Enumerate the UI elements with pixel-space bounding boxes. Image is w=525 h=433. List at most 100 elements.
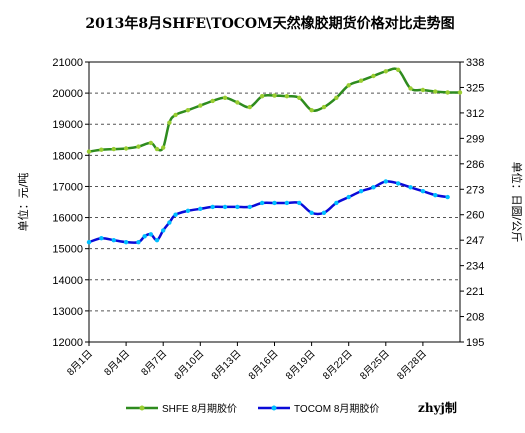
data-point-tocom	[346, 194, 351, 200]
data-point-shfe	[111, 146, 116, 152]
data-point-tocom	[358, 189, 364, 194]
data-point-shfe	[167, 120, 172, 125]
data-point-shfe	[247, 104, 252, 110]
x-tick-label: 8月1日	[65, 348, 95, 378]
data-point-shfe	[272, 93, 277, 98]
data-point-tocom	[210, 204, 215, 210]
legend: SHFE 8月期胶价 TOCOM 8月期胶价	[126, 402, 379, 415]
data-point-tocom	[284, 200, 290, 206]
data-point-tocom	[321, 210, 327, 215]
left-axis-ticks: 12000 13000 14000 15000 16000 17000 18000 19000…	[52, 57, 89, 349]
left-tick-label: 21000	[52, 57, 83, 69]
data-point-shfe	[358, 78, 364, 83]
data-point-tocom	[334, 200, 339, 206]
right-tick-label: 260	[466, 210, 484, 222]
data-point-tocom	[148, 232, 154, 237]
data-point-shfe	[383, 69, 388, 74]
data-point-shfe	[408, 86, 413, 91]
data-point-shfe	[433, 89, 438, 94]
x-tick-label: 8月13日	[209, 348, 243, 382]
chart-title: 2013年8月SHFE\TOCOM天然橡胶期货价格对比走势图	[85, 15, 454, 32]
gridlines	[89, 92, 460, 312]
legend-tocom-marker	[271, 405, 277, 411]
data-point-tocom	[185, 208, 191, 214]
data-point-shfe	[161, 145, 166, 150]
left-tick-label: 18000	[52, 150, 83, 162]
data-point-tocom	[309, 210, 314, 215]
data-point-shfe	[321, 104, 327, 110]
x-tick-label: 8月10日	[172, 348, 206, 382]
data-point-shfe	[154, 146, 160, 152]
x-tick-label: 8月4日	[102, 348, 132, 378]
legend-tocom-label: TOCOM 8月期胶价	[294, 402, 379, 415]
data-point-shfe	[86, 149, 92, 154]
data-point-shfe	[173, 112, 178, 118]
series-layer	[86, 67, 463, 245]
data-point-tocom	[198, 206, 203, 212]
x-tick-label: 8月16日	[246, 348, 280, 382]
right-tick-label: 273	[466, 184, 484, 196]
data-point-tocom	[433, 192, 438, 198]
data-point-shfe	[222, 95, 228, 100]
data-point-shfe	[309, 108, 314, 113]
right-axis-label: 单位：日圆/公斤	[510, 162, 524, 243]
right-tick-label: 221	[466, 286, 484, 298]
data-point-tocom	[142, 234, 147, 239]
right-axis-ticks: 195 208 221 234 247 260 273 286 299 312 325 338	[460, 57, 484, 349]
right-tick-label: 286	[466, 159, 484, 171]
left-tick-label: 13000	[52, 306, 83, 318]
right-tick-label: 195	[466, 337, 484, 349]
data-point-shfe	[420, 87, 426, 93]
data-point-tocom	[167, 220, 172, 225]
x-tick-label: 8月25日	[357, 348, 391, 382]
data-point-shfe	[235, 100, 240, 105]
credit-label: zhyj制	[418, 400, 457, 415]
data-point-shfe	[210, 98, 215, 104]
data-point-tocom	[154, 237, 160, 243]
data-point-tocom	[408, 185, 413, 190]
data-point-shfe	[346, 83, 351, 88]
data-point-tocom	[297, 200, 302, 206]
data-point-tocom	[235, 204, 240, 210]
x-tick-label: 8月28日	[395, 348, 429, 382]
left-tick-label: 16000	[52, 213, 83, 225]
data-point-shfe	[371, 73, 376, 79]
right-tick-label: 312	[466, 108, 484, 120]
data-point-tocom	[247, 204, 252, 210]
data-point-tocom	[420, 189, 426, 194]
right-tick-label: 299	[466, 133, 484, 145]
data-point-tocom	[383, 179, 388, 184]
right-tick-label: 208	[466, 312, 484, 324]
x-tick-label: 8月19日	[283, 348, 317, 382]
left-tick-label: 14000	[52, 275, 83, 287]
data-point-tocom	[371, 185, 376, 190]
data-point-tocom	[259, 200, 265, 206]
left-tick-label: 19000	[52, 119, 83, 131]
data-point-tocom	[123, 239, 129, 245]
data-point-shfe	[284, 94, 290, 99]
legend-shfe-marker	[139, 405, 145, 411]
data-point-tocom	[111, 237, 116, 243]
legend-shfe-label: SHFE 8月期胶价	[162, 402, 237, 415]
x-tick-label: 8月7日	[139, 348, 169, 378]
data-point-shfe	[198, 103, 203, 108]
data-point-tocom	[445, 194, 450, 200]
data-point-shfe	[148, 140, 154, 146]
right-tick-label: 234	[466, 261, 484, 273]
data-point-tocom	[161, 228, 166, 233]
data-point-shfe	[334, 95, 339, 100]
data-point-tocom	[272, 200, 277, 206]
data-point-shfe	[445, 90, 450, 95]
data-point-shfe	[123, 146, 129, 151]
right-tick-label: 247	[466, 235, 484, 247]
data-point-shfe	[297, 95, 302, 100]
data-point-shfe	[136, 144, 141, 149]
x-tick-label: 8月22日	[320, 348, 354, 382]
data-point-shfe	[185, 108, 191, 113]
data-point-tocom	[99, 236, 104, 241]
x-axis-ticks: 8月1日 8月4日 8月7日 8月10日 8月13日 8月16日 8月19日 8月22日 8月2…	[65, 342, 429, 382]
data-point-tocom	[136, 239, 141, 245]
data-point-shfe	[395, 67, 401, 72]
data-point-shfe	[99, 147, 104, 152]
